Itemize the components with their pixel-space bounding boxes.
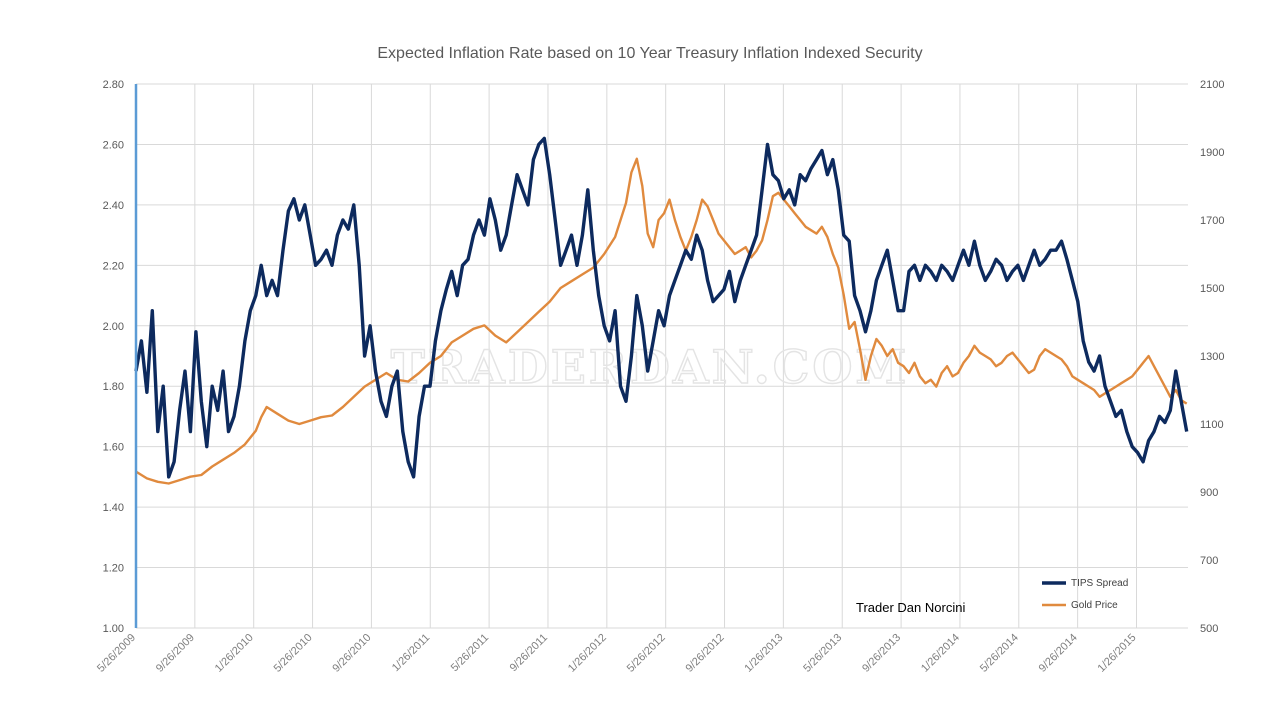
right-tick-label: 700 [1200, 555, 1218, 567]
right-tick-label: 900 [1200, 487, 1218, 499]
x-tick-label: 5/26/2011 [449, 632, 492, 675]
right-tick-label: 500 [1200, 623, 1218, 635]
right-tick-label: 1100 [1200, 419, 1224, 431]
x-tick-label: 5/26/2009 [95, 632, 138, 675]
x-tick-label: 5/26/2010 [272, 632, 315, 675]
left-tick-label: 2.20 [103, 260, 124, 272]
legend-label-tips-spread: TIPS Spread [1071, 578, 1128, 589]
x-tick-label: 9/26/2012 [684, 632, 727, 675]
x-tick-label: 9/26/2009 [154, 632, 197, 675]
gridlines [136, 83, 1188, 629]
x-tick-label: 1/26/2013 [742, 632, 785, 675]
legend: TIPS Spread Gold Price [1042, 578, 1128, 611]
x-tick-label: 1/26/2010 [213, 632, 256, 675]
series-line-tips-spread [134, 136, 1189, 479]
left-tick-label: 1.40 [103, 502, 124, 514]
x-tick-label: 9/26/2014 [1037, 632, 1080, 675]
x-tick-label: 1/26/2014 [919, 632, 962, 675]
x-tick-label: 5/26/2013 [801, 632, 844, 675]
x-tick-label: 9/26/2011 [508, 632, 551, 675]
left-axis-ticks: 1.00 1.20 1.40 1.60 1.80 2.00 2.20 2.40 2.60 2.80 [103, 79, 124, 635]
x-tick-label: 9/26/2010 [330, 632, 373, 675]
x-tick-label: 5/26/2012 [625, 632, 668, 675]
chart-title: Expected Inflation Rate based on 10 Year… [377, 45, 922, 62]
credit-annotation: Trader Dan Norcini [856, 600, 965, 615]
left-tick-label: 2.40 [103, 200, 124, 212]
legend-label-gold-price: Gold Price [1071, 600, 1118, 611]
left-tick-label: 1.00 [103, 623, 124, 635]
left-tick-label: 1.80 [103, 381, 124, 393]
right-tick-label: 2100 [1200, 79, 1224, 91]
x-tick-label: 5/26/2014 [978, 632, 1021, 675]
x-tick-label: 1/26/2011 [390, 632, 433, 675]
x-tick-label: 1/26/2012 [566, 632, 609, 675]
right-tick-label: 1300 [1200, 351, 1224, 363]
right-axis-ticks: 500 700 900 1100 1300 1500 1700 1900 2100 [1200, 79, 1224, 635]
right-tick-label: 1500 [1200, 283, 1224, 295]
right-tick-label: 1700 [1200, 215, 1224, 227]
left-tick-label: 2.00 [103, 321, 124, 333]
left-tick-label: 1.20 [103, 563, 124, 575]
left-tick-label: 1.60 [103, 442, 124, 454]
left-tick-label: 2.80 [103, 79, 124, 91]
right-tick-label: 1900 [1200, 147, 1224, 159]
x-axis-ticks: 5/26/2009 9/26/2009 1/26/2010 5/26/2010 9/26… [95, 632, 1139, 675]
left-tick-label: 2.60 [103, 139, 124, 151]
x-tick-label: 1/26/2015 [1096, 632, 1139, 675]
x-tick-label: 9/26/2013 [860, 632, 903, 675]
